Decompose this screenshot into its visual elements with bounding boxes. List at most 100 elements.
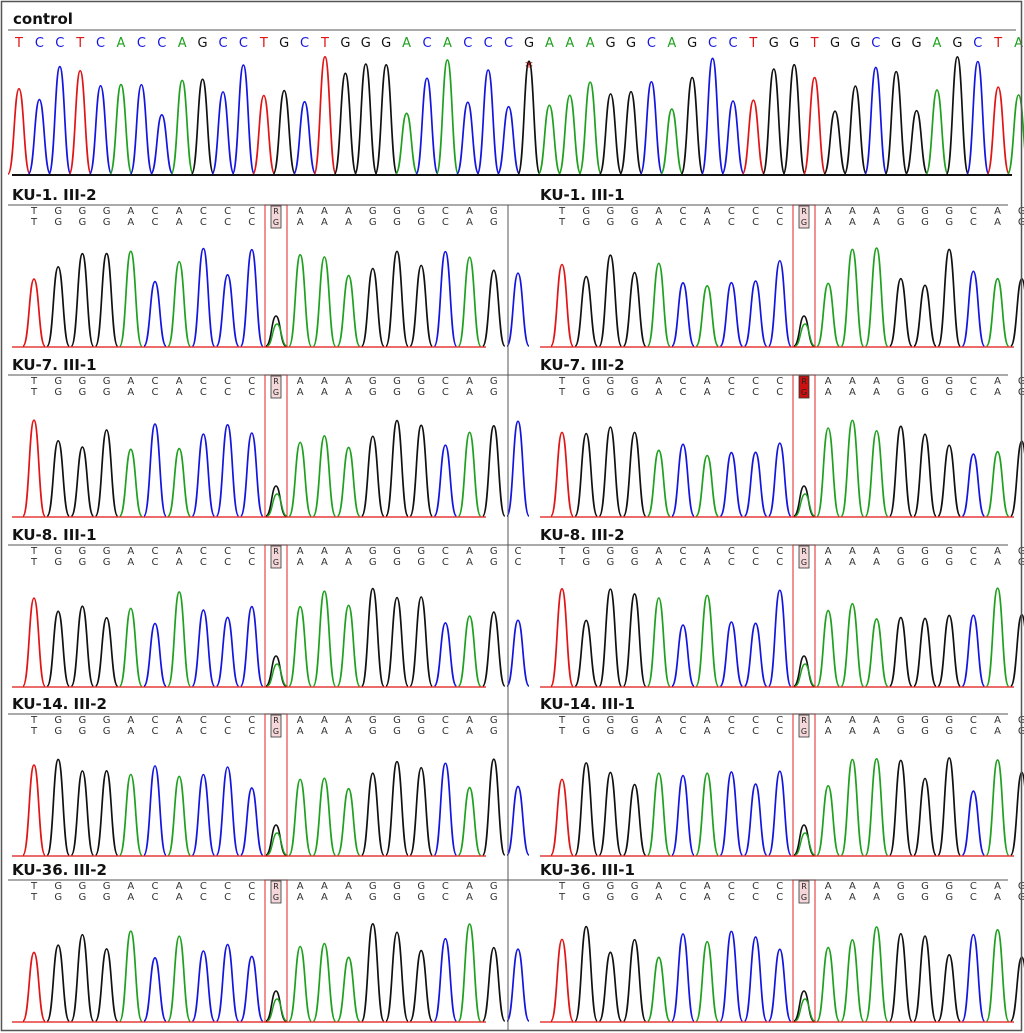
- base-call: G: [79, 715, 87, 726]
- trace-peak: [598, 426, 623, 517]
- heterozygous-call-label: G: [273, 558, 279, 567]
- base-call: C: [442, 206, 449, 217]
- panel-title: KU-36. III-2: [12, 861, 107, 879]
- heterozygous-call-label: R: [801, 882, 807, 891]
- control-trace-peak: [7, 87, 31, 175]
- base-call: C: [970, 546, 977, 557]
- trace-peak: [215, 766, 240, 856]
- trace-peak: [671, 443, 695, 517]
- trace-peak: [46, 610, 71, 687]
- trace-peak: [118, 448, 143, 517]
- heterozygous-call-box: [798, 880, 810, 904]
- base-call: C: [728, 881, 735, 892]
- trace-peak: [46, 439, 71, 517]
- base-call: G: [921, 892, 929, 903]
- trace-peak: [288, 778, 313, 856]
- base-call: G: [79, 881, 87, 892]
- base-call: G: [631, 892, 639, 903]
- trace-peak: [385, 760, 409, 856]
- heterozygous-call-label: R: [801, 547, 807, 556]
- panel-title: KU-7. III-2: [540, 356, 625, 374]
- base-call: A: [466, 715, 473, 726]
- base-call: A: [873, 881, 880, 892]
- base-call: C: [152, 726, 159, 737]
- base-call: G: [897, 557, 905, 568]
- panel-ku7-iii2: KU-7. III-2TGGGACACCCRGAAAGGGCAGCTGGGACA…: [540, 356, 1024, 518]
- base-call: C: [200, 726, 207, 737]
- trace-peak: [167, 935, 192, 1022]
- control-trace-peak: [353, 63, 378, 175]
- base-call: A: [704, 715, 711, 726]
- trace-peak: [167, 260, 192, 347]
- trace-peak: [888, 616, 913, 687]
- trace-peak: [646, 772, 671, 856]
- base-call: A: [873, 546, 880, 557]
- base-call: G: [369, 557, 377, 568]
- base-call: A: [873, 206, 880, 217]
- heterozygous-call-label: G: [273, 218, 279, 227]
- control-base-call: G: [198, 36, 208, 51]
- control-trace-peak: [109, 83, 133, 175]
- base-call: A: [466, 546, 473, 557]
- base-call: A: [849, 715, 856, 726]
- base-call: C: [752, 892, 759, 903]
- control-base-call: A: [545, 36, 554, 51]
- trace-peak: [888, 932, 913, 1022]
- trace-peak: [506, 619, 530, 687]
- base-call: A: [321, 546, 328, 557]
- trace-peak: [574, 925, 599, 1022]
- control-base-call: G: [340, 36, 350, 51]
- trace-peak: [864, 926, 889, 1022]
- base-call: G: [369, 715, 377, 726]
- base-call: A: [825, 387, 832, 398]
- trace-peak: [22, 764, 46, 856]
- trace-peak: [457, 431, 482, 517]
- trace-peak: [864, 618, 889, 687]
- trace-peak: [239, 605, 264, 687]
- trace-peak: [312, 590, 337, 687]
- trace-peak: [94, 770, 119, 856]
- control-trace-peak: [190, 78, 215, 175]
- base-call: C: [224, 726, 231, 737]
- trace-peak: [743, 451, 768, 517]
- heterozygous-call-box: [798, 545, 810, 569]
- base-call: A: [176, 206, 183, 217]
- base-call: T: [558, 892, 566, 903]
- base-call: A: [127, 715, 134, 726]
- base-call: G: [417, 557, 425, 568]
- base-call: G: [369, 546, 377, 557]
- heterozygous-call-label: R: [273, 207, 279, 216]
- trace-peak: [143, 280, 167, 347]
- control-trace-peak: [149, 113, 174, 175]
- base-call: T: [30, 557, 38, 568]
- trace-peak: [767, 948, 792, 1022]
- base-call: C: [728, 892, 735, 903]
- base-call: A: [849, 546, 856, 557]
- trace-peak: [336, 604, 361, 687]
- base-call: G: [921, 715, 929, 726]
- base-call: G: [417, 892, 425, 903]
- control-base-call: G: [789, 36, 799, 51]
- heterozygous-call-box: [798, 205, 810, 229]
- control-base-call: A: [933, 36, 942, 51]
- base-call: G: [897, 206, 905, 217]
- base-call: C: [442, 557, 449, 568]
- base-call: A: [825, 726, 832, 737]
- control-trace-peak: [537, 104, 562, 175]
- base-call: G: [921, 206, 929, 217]
- panel-title: KU-8. III-1: [12, 526, 97, 544]
- base-call: C: [752, 881, 759, 892]
- base-call: G: [631, 546, 639, 557]
- base-call: G: [490, 892, 498, 903]
- base-call: C: [248, 726, 255, 737]
- base-call: G: [103, 217, 111, 228]
- trace-peak: [481, 424, 506, 517]
- control-trace-peak: [435, 59, 460, 175]
- trace-peak: [457, 786, 482, 856]
- trace-peak: [671, 774, 695, 856]
- base-call: G: [631, 206, 639, 217]
- base-call: G: [369, 892, 377, 903]
- base-call: G: [607, 376, 615, 387]
- base-call: C: [776, 387, 783, 398]
